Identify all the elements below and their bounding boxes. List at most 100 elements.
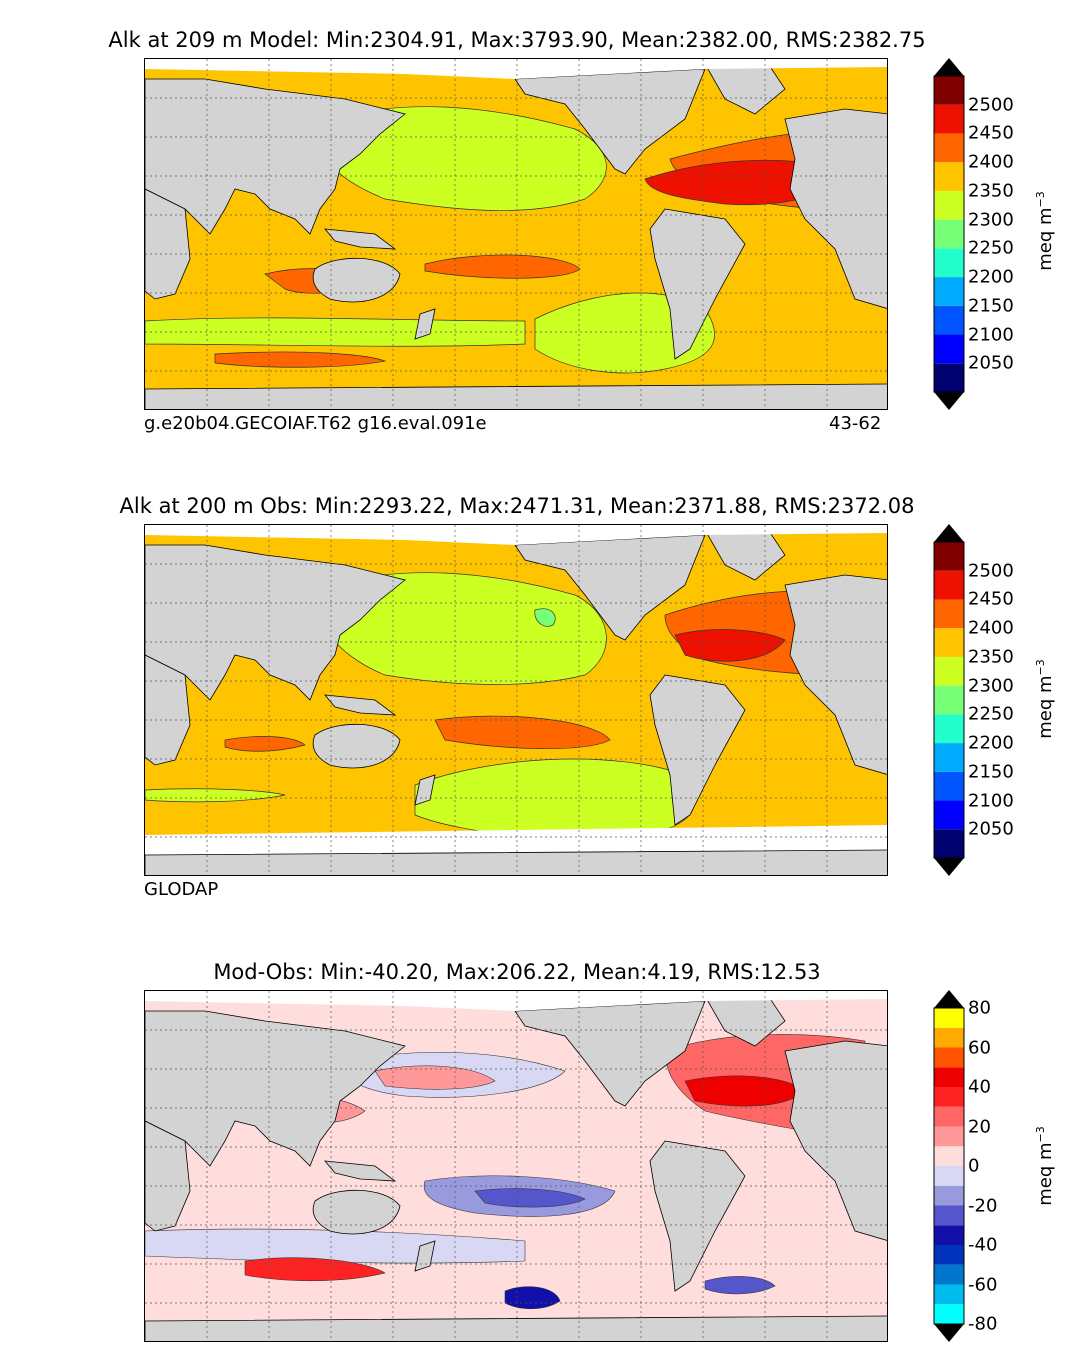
colorbar-tick-label: 2400	[968, 617, 1014, 639]
colorbar-swatch	[934, 248, 964, 278]
eurasia	[145, 544, 406, 701]
colorbar-tick-label: 2350	[968, 646, 1014, 668]
colorbar-swatch	[934, 685, 964, 715]
colorbar-tick-label: -60	[968, 1274, 998, 1295]
colorbar-tick-label: 20	[968, 1116, 991, 1137]
panel2-colorbar-svg	[933, 524, 965, 876]
africa-west	[784, 108, 887, 309]
colorbar-swatch	[934, 1245, 964, 1265]
colorbar-tick-label: 2300	[968, 675, 1014, 697]
indonesia	[324, 694, 397, 716]
colorbar-swatch	[934, 599, 964, 629]
colorbar-swatch	[934, 190, 964, 220]
colorbar-tick-label: 2100	[968, 790, 1014, 812]
colorbar-swatch	[934, 1067, 964, 1087]
colorbar-swatch	[934, 334, 964, 364]
colorbar-border	[933, 541, 965, 859]
colorbar-tick-label: 2450	[968, 122, 1014, 144]
colorbar-tick-label: 2500	[968, 560, 1014, 582]
colorbar-tick-label: 2250	[968, 703, 1014, 725]
colorbar-tick-label: 2050	[968, 818, 1014, 840]
s-pacific-neg2	[474, 1188, 586, 1208]
new-zealand	[414, 308, 436, 340]
s-pacific-low	[534, 292, 715, 374]
panel1-years-label: 43-62	[829, 413, 882, 434]
colorbar-swatch	[934, 305, 964, 335]
colorbar-extend-min	[934, 858, 964, 876]
panel2-source-label: GLODAP	[144, 879, 219, 900]
colorbar-swatch	[934, 1126, 964, 1147]
grid	[145, 991, 887, 1341]
antarctica	[145, 383, 887, 409]
colorbar-swatch	[934, 628, 964, 657]
new-zealand	[414, 1240, 436, 1272]
panel1-run-label: g.e20b04.GECOIAF.T62 g16.eval.091e	[144, 413, 487, 434]
north-america	[514, 534, 706, 641]
colorbar-swatch	[934, 1008, 964, 1028]
grid	[145, 525, 887, 875]
colorbar-swatch	[934, 277, 964, 306]
colorbar-tick-label: 2200	[968, 732, 1014, 754]
colorbar-swatch	[934, 542, 964, 571]
north-america	[514, 68, 706, 175]
panel3-colorbar-label: meq m−3	[1033, 1126, 1056, 1206]
north-america	[514, 1000, 706, 1107]
colorbar-extend-min	[934, 392, 964, 410]
colorbar-tick-label: -80	[968, 1313, 998, 1335]
colorbar-tick-label: 60	[968, 1037, 991, 1058]
colorbar-extend-max	[934, 990, 964, 1008]
colorbar-swatch	[934, 800, 964, 830]
colorbar-swatch	[934, 1205, 964, 1226]
colorbar-swatch	[934, 1087, 964, 1107]
colorbar-tick-label: 2200	[968, 266, 1014, 288]
colorbar-extend-max	[934, 524, 964, 542]
panel3-colorbar	[933, 990, 965, 1342]
australia	[312, 723, 401, 769]
colorbar-swatch	[934, 570, 964, 600]
panel3-colorbar-svg	[933, 990, 965, 1342]
s-indian-high	[224, 736, 306, 752]
panel1-colorbar-svg	[933, 58, 965, 410]
eurasia	[145, 1010, 406, 1167]
arctic-mask	[145, 991, 887, 1011]
colorbar-tick-label: 2050	[968, 352, 1014, 374]
south-america	[649, 1140, 746, 1292]
africa-east	[145, 188, 191, 300]
colorbar-tick-label: 2450	[968, 588, 1014, 610]
colorbar-swatch	[934, 1284, 964, 1305]
colorbar-swatch	[934, 162, 964, 191]
australia	[312, 1189, 401, 1235]
colorbar-tick-label: 40	[968, 1076, 991, 1098]
south-america	[649, 208, 746, 360]
colorbar-tick-label: 2150	[968, 295, 1014, 317]
colorbar-swatch	[934, 1146, 964, 1166]
panel2-colorbar-label: meq m−3	[1033, 659, 1056, 739]
s-atl-neg	[704, 1276, 776, 1295]
colorbar-swatch	[934, 1304, 964, 1324]
panel1-map	[144, 58, 888, 410]
panel1-title: Alk at 209 m Model: Min:2304.91, Max:379…	[108, 28, 926, 52]
colorbar-swatch	[934, 714, 964, 744]
so-low-west	[145, 788, 286, 803]
panel1-colorbar	[933, 58, 965, 410]
colorbar-tick-label: 2150	[968, 761, 1014, 783]
colorbar-swatch	[934, 1166, 964, 1186]
colorbar-extend-min	[934, 1324, 964, 1342]
colorbar-swatch	[934, 76, 964, 105]
colorbar-swatch	[934, 1225, 964, 1245]
n-pacific-low	[318, 106, 607, 211]
n-pacific-low	[318, 572, 607, 685]
grid	[145, 59, 887, 409]
arctic-mask	[145, 525, 887, 545]
colorbar-extend-max	[934, 58, 964, 76]
colorbar-swatch	[934, 656, 964, 686]
africa-west	[784, 1040, 887, 1241]
colorbar-tick-label: 2400	[968, 151, 1014, 173]
colorbar-swatch	[934, 1264, 964, 1285]
colorbar-swatch	[934, 1106, 964, 1127]
colorbar-swatch	[934, 1047, 964, 1068]
so-pos-band	[244, 1257, 386, 1282]
colorbar-tick-label: 2300	[968, 209, 1014, 231]
colorbar-tick-label: 2500	[968, 94, 1014, 116]
colorbar-border	[933, 75, 965, 393]
